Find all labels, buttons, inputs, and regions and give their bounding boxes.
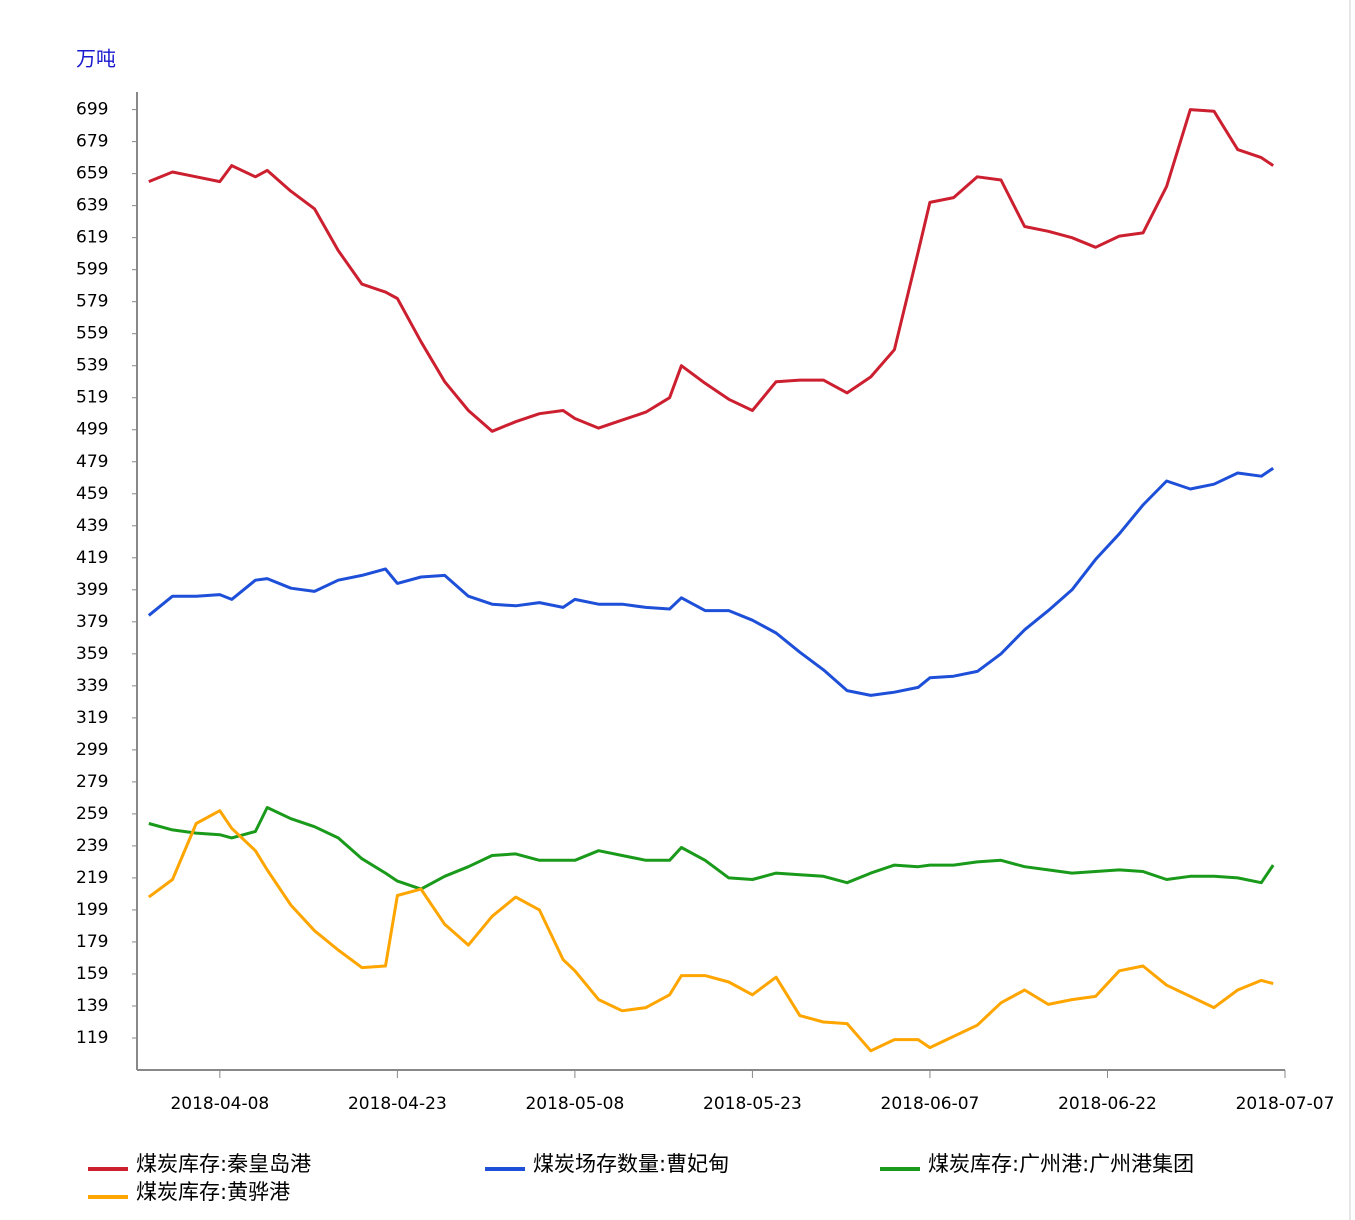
y-tick-label: 339: [76, 676, 108, 696]
y-tick-label: 499: [76, 420, 108, 440]
y-tick-label: 139: [76, 996, 108, 1016]
y-tick-label: 119: [76, 1028, 108, 1048]
y-tick-label: 239: [76, 836, 108, 856]
y-tick-label: 539: [76, 356, 108, 376]
y-tick-label: 519: [76, 388, 108, 408]
y-tick-label: 479: [76, 452, 108, 472]
y-tick-label: 199: [76, 900, 108, 920]
y-tick-label: 259: [76, 804, 108, 824]
legend-label: 煤炭库存:秦皇岛港: [136, 1152, 311, 1176]
y-tick-label: 679: [76, 132, 108, 152]
y-tick-label: 299: [76, 740, 108, 760]
y-tick-label: 419: [76, 548, 108, 568]
series-line: [148, 108, 1275, 433]
legend-label: 煤炭场存数量:曹妃甸: [533, 1152, 729, 1176]
x-tick-label: 2018-05-23: [703, 1094, 802, 1114]
x-tick-label: 2018-06-07: [881, 1094, 980, 1114]
y-tick-label: 559: [76, 324, 108, 344]
y-tick-label: 319: [76, 708, 108, 728]
y-tick-label: 279: [76, 772, 108, 792]
y-tick-label: 599: [76, 260, 108, 280]
y-tick-label: 379: [76, 612, 108, 632]
y-unit: 万吨: [76, 47, 116, 71]
y-tick-label: 459: [76, 484, 108, 504]
y-tick-label: 439: [76, 516, 108, 536]
y-tick-label: 659: [76, 164, 108, 184]
y-tick-label: 179: [76, 932, 108, 952]
legend-label: 煤炭库存:黄骅港: [136, 1180, 290, 1204]
y-tick-label: 699: [76, 100, 108, 120]
y-tick-label: 159: [76, 964, 108, 984]
y-tick-label: 399: [76, 580, 108, 600]
y-tick-label: 579: [76, 292, 108, 312]
series-line: [148, 806, 1275, 891]
y-tick-label: 219: [76, 868, 108, 888]
x-tick-label: 2018-04-23: [348, 1094, 447, 1114]
legend-label: 煤炭库存:广州港:广州港集团: [928, 1152, 1194, 1176]
y-tick-label: 619: [76, 228, 108, 248]
x-tick-label: 2018-05-08: [525, 1094, 624, 1114]
x-tick-label: 2018-07-07: [1236, 1094, 1335, 1114]
series-line: [147, 809, 1274, 1053]
x-tick-label: 2018-06-22: [1058, 1094, 1157, 1114]
y-tick-label: 359: [76, 644, 108, 664]
series-line: [147, 466, 1275, 697]
y-tick-label: 639: [76, 196, 108, 216]
x-tick-label: 2018-04-08: [170, 1094, 269, 1114]
